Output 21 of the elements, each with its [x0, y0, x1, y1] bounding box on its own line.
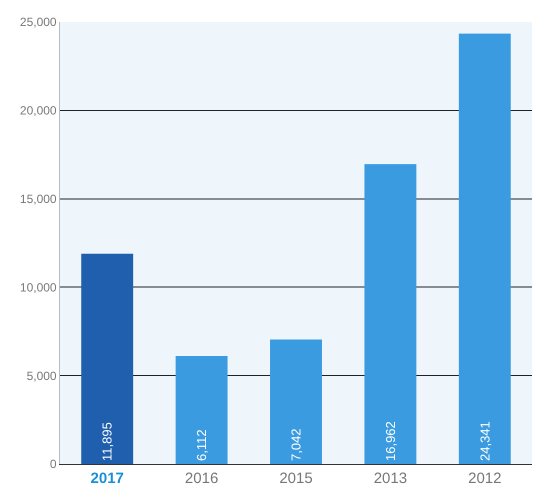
bar: [270, 340, 322, 464]
y-tick-label: 0: [50, 457, 57, 472]
x-tick-label: 2016: [184, 470, 218, 487]
y-tick-label: 10,000: [20, 280, 57, 294]
y-tick-label: 5,000: [26, 368, 57, 383]
x-tick-label: 2013: [374, 470, 408, 487]
y-tick-label: 15,000: [20, 192, 57, 206]
bar: [364, 164, 416, 464]
bar: [458, 34, 511, 464]
data-label: 7,042: [288, 428, 304, 461]
x-tick-label: 2012: [468, 470, 502, 487]
y-tick-label: 20,000: [20, 104, 57, 118]
bar: [81, 254, 134, 464]
bar: [176, 356, 228, 464]
y-tick-label: 25,000: [20, 15, 57, 30]
data-label: 11,895: [100, 422, 115, 461]
data-label: 6,112: [194, 429, 210, 461]
x-tick-label: 2017: [90, 470, 124, 487]
data-label: 16,962: [382, 421, 398, 461]
data-label: 24,341: [477, 421, 492, 461]
x-tick-label: 2015: [279, 470, 313, 487]
